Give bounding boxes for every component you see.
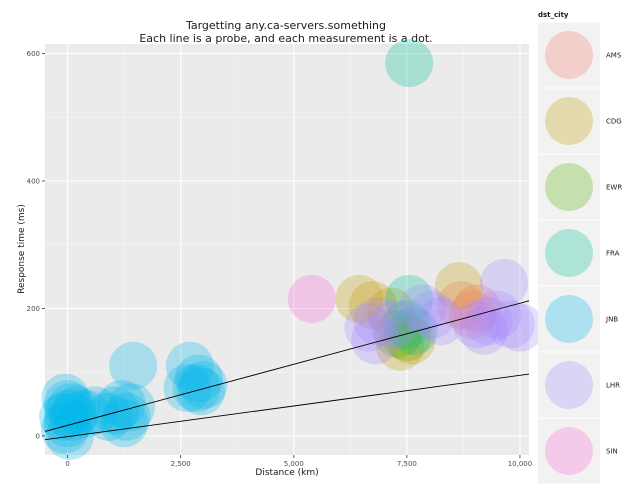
y-tick-label: 200 [27, 305, 40, 313]
data-points [39, 39, 544, 460]
point-lhr [464, 297, 513, 346]
point-jnb [97, 380, 146, 429]
legend-key [538, 220, 600, 286]
point-lhr [452, 300, 501, 349]
point-sin [287, 274, 336, 323]
x-tick-label: 7,500 [397, 460, 417, 468]
legend-label: JNB [605, 316, 618, 324]
point-ams [452, 284, 501, 333]
x-tick-label: 0 [65, 460, 69, 468]
legend-swatch-ams [545, 31, 593, 79]
y-tick-label: 400 [27, 178, 40, 186]
point-ams [448, 290, 497, 339]
point-jnb [70, 386, 119, 435]
point-jnb [109, 341, 158, 390]
point-cdg [348, 281, 397, 330]
legend-swatch-sin [545, 427, 593, 475]
point-jnb [40, 405, 89, 454]
point-fra [382, 300, 431, 349]
legend-key [538, 22, 600, 88]
point-lhr [344, 303, 393, 352]
y-axis-title: Response time (ms) [17, 204, 27, 294]
legend-key [538, 286, 600, 352]
legend-swatch-lhr [545, 361, 593, 409]
point-jnb [102, 392, 151, 441]
x-axis-ticks: 0 2,500 5,000 7,500 10,000 [65, 455, 532, 468]
point-lhr [486, 300, 535, 349]
legend-label: LHR [606, 382, 620, 390]
legend-label: FRA [606, 250, 620, 258]
legend-key [538, 352, 600, 418]
chart-subtitle: Each line is a probe, and each measureme… [139, 32, 432, 45]
point-cdg [376, 322, 425, 371]
point-fra [385, 274, 434, 323]
point-jnb [49, 392, 98, 441]
x-tick-label: 2,500 [171, 460, 191, 468]
probe-lines [44, 300, 530, 441]
point-jnb [52, 386, 101, 435]
legend-swatch-cdg [545, 97, 593, 145]
point-jnb [172, 364, 221, 413]
point-cdg [367, 287, 416, 336]
point-jnb [84, 392, 133, 441]
point-lhr [407, 290, 456, 339]
point-jnb [163, 364, 212, 413]
point-jnb [91, 386, 140, 435]
point-lhr [398, 284, 447, 333]
legend-title: dst_city [538, 11, 569, 19]
major-gridlines [45, 44, 529, 455]
point-lhr [459, 306, 508, 355]
point-jnb [174, 354, 223, 403]
x-tick-label: 5,000 [284, 460, 304, 468]
point-cdg [387, 316, 436, 365]
point-jnb [106, 383, 155, 432]
point-lhr [480, 258, 529, 307]
point-jnb [39, 392, 88, 441]
point-ams [437, 281, 486, 330]
legend-label: CDG [606, 118, 622, 126]
legend-label: SIN [606, 448, 618, 456]
point-jnb [47, 383, 96, 432]
y-axis-ticks: 0 200 400 600 [27, 50, 45, 440]
point-cdg [434, 262, 483, 311]
point-lhr [353, 297, 402, 346]
point-jnb [41, 373, 90, 422]
point-lhr [351, 316, 400, 365]
point-jnb [177, 367, 226, 416]
point-jnb [43, 380, 92, 429]
legend-swatch-fra [545, 229, 593, 277]
chart-title: Targetting any.ca-servers.something [185, 19, 386, 32]
point-jnb [61, 389, 110, 438]
point-jnb [165, 341, 214, 390]
point-fra [389, 306, 438, 355]
x-axis-title: Distance (km) [255, 468, 318, 478]
legend-key [538, 88, 600, 154]
minor-gridlines [45, 44, 529, 455]
legend-swatch-jnb [545, 295, 593, 343]
legend-key [538, 154, 600, 220]
point-ewr [382, 313, 431, 362]
point-lhr [369, 300, 418, 349]
y-tick-label: 0 [36, 432, 40, 440]
point-lhr [473, 290, 522, 339]
x-tick-label: 10,000 [508, 460, 533, 468]
probe-line [44, 373, 530, 441]
point-jnb [100, 399, 149, 448]
point-lhr [416, 297, 465, 346]
legend: AMS CDG EWR FRA JNB LHR SIN [538, 22, 622, 484]
point-lhr [495, 303, 544, 352]
point-cdg [335, 274, 384, 323]
legend-label: AMS [606, 52, 622, 60]
point-jnb [179, 360, 228, 409]
legend-swatch-ewr [545, 163, 593, 211]
point-jnb [44, 389, 93, 438]
probe-line [44, 300, 530, 432]
point-ewr [373, 309, 422, 358]
legend-key [538, 418, 600, 484]
point-fra [385, 39, 434, 88]
plot-panel [45, 44, 529, 455]
y-tick-label: 600 [27, 50, 40, 58]
legend-label: EWR [606, 184, 622, 192]
